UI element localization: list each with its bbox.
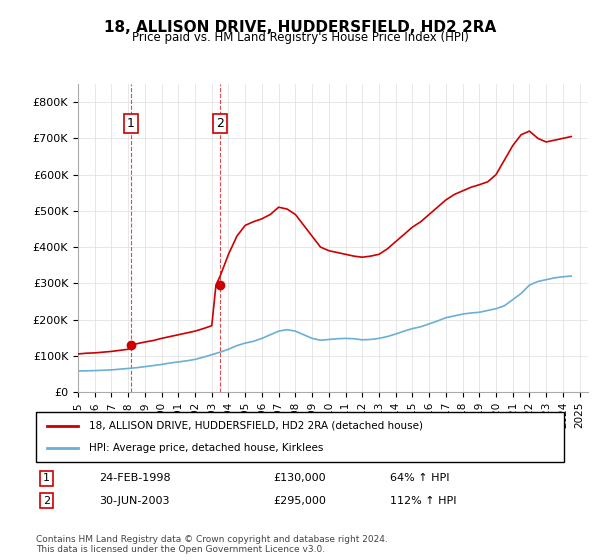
Text: 30-JUN-2003: 30-JUN-2003 bbox=[100, 496, 170, 506]
Text: Contains HM Land Registry data © Crown copyright and database right 2024.
This d: Contains HM Land Registry data © Crown c… bbox=[36, 535, 388, 554]
Text: 1: 1 bbox=[127, 118, 134, 130]
Text: HPI: Average price, detached house, Kirklees: HPI: Average price, detached house, Kirk… bbox=[89, 443, 323, 453]
Text: 2: 2 bbox=[43, 496, 50, 506]
Text: 2: 2 bbox=[216, 118, 224, 130]
Text: Price paid vs. HM Land Registry's House Price Index (HPI): Price paid vs. HM Land Registry's House … bbox=[131, 31, 469, 44]
Text: 112% ↑ HPI: 112% ↑ HPI bbox=[390, 496, 456, 506]
Text: £130,000: £130,000 bbox=[274, 473, 326, 483]
Text: £295,000: £295,000 bbox=[274, 496, 326, 506]
Text: 64% ↑ HPI: 64% ↑ HPI bbox=[390, 473, 449, 483]
Text: 24-FEB-1998: 24-FEB-1998 bbox=[100, 473, 171, 483]
FancyBboxPatch shape bbox=[36, 412, 564, 462]
Text: 18, ALLISON DRIVE, HUDDERSFIELD, HD2 2RA: 18, ALLISON DRIVE, HUDDERSFIELD, HD2 2RA bbox=[104, 20, 496, 35]
Text: 18, ALLISON DRIVE, HUDDERSFIELD, HD2 2RA (detached house): 18, ALLISON DRIVE, HUDDERSFIELD, HD2 2RA… bbox=[89, 421, 423, 431]
Text: 1: 1 bbox=[43, 473, 50, 483]
